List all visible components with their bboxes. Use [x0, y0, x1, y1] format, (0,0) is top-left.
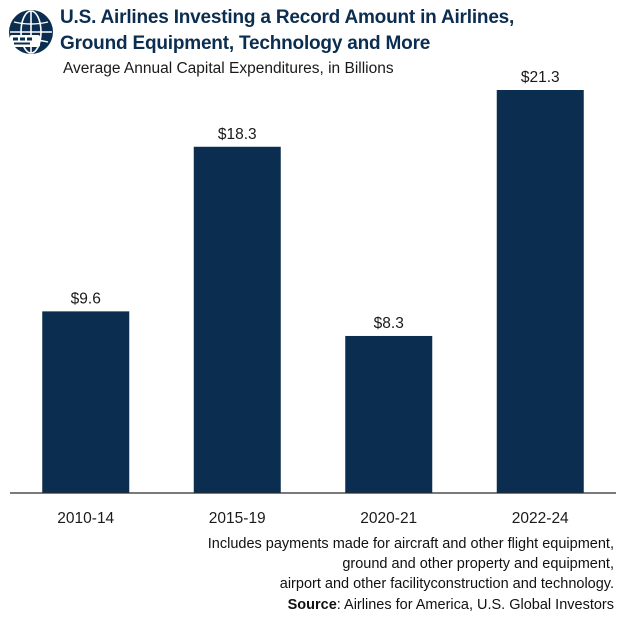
chart-title-line-1: U.S. Airlines Investing a Record Amount …	[60, 7, 515, 28]
x-tick-label-2022-24: 2022-24	[512, 510, 569, 527]
bar-2022-24	[496, 90, 584, 493]
chart-subtitle: Average Annual Capital Expenditures, in …	[63, 60, 394, 77]
globe-plane-icon	[9, 10, 53, 54]
footnote: Includes payments made for aircraft and …	[94, 534, 614, 615]
footnote-line-3: airport and other facilityconstruction a…	[279, 576, 614, 592]
chart-title: U.S. Airlines Investing a Record Amount …	[60, 5, 620, 57]
footnote-line-2: ground and other property and equipment,	[342, 556, 614, 572]
value-label-2020-21: $8.3	[374, 315, 404, 332]
value-label-2015-19: $18.3	[218, 126, 257, 143]
bar-2015-19	[193, 146, 281, 493]
bar-chart: $9.6 2010-14 $18.3 2015-19 $8.3 2020-21 $21.3 2…	[10, 69, 616, 527]
x-tick-label-2020-21: 2020-21	[360, 510, 417, 527]
value-label-2010-14: $9.6	[71, 290, 101, 307]
value-label-2022-24: $21.3	[521, 69, 560, 86]
footnote-line-1: Includes payments made for aircraft and …	[207, 536, 614, 552]
bar-2010-14	[42, 311, 130, 493]
chart-title-line-2: Ground Equipment, Technology and More	[60, 33, 431, 54]
x-tick-label-2015-19: 2015-19	[209, 510, 266, 527]
bar-2020-21	[345, 335, 433, 493]
x-tick-label-2010-14: 2010-14	[57, 510, 114, 527]
source-text: : Airlines for America, U.S. Global Inve…	[336, 597, 614, 613]
source-line: Source: Airlines for America, U.S. Globa…	[94, 595, 614, 615]
source-label: Source	[287, 597, 337, 613]
